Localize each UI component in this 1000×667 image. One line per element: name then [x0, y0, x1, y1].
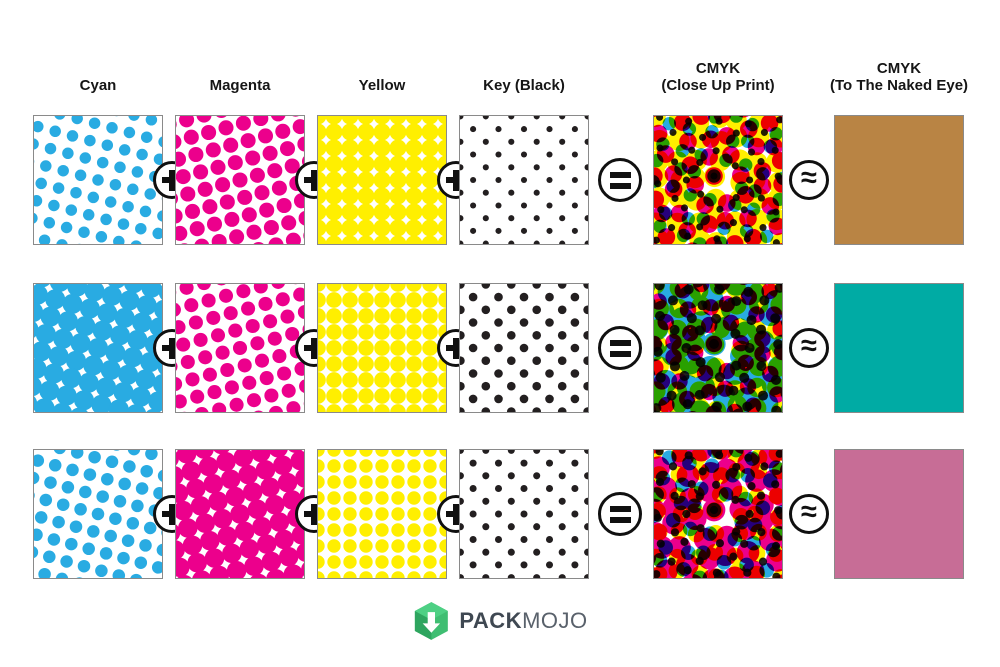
approx-icon: ≈ [789, 160, 829, 200]
cyan-halftone-swatch [33, 115, 163, 245]
packmojo-wordmark: PACKMOJO [459, 610, 587, 632]
equals-icon [598, 492, 642, 536]
logo-mojo-text: MOJO [522, 608, 588, 633]
packmojo-logo: PACKMOJO [412, 601, 587, 641]
header-cmyk-closeup-line2: (Close Up Print) [661, 77, 775, 94]
header-cmyk-closeup-line1: CMYK [695, 60, 741, 77]
approx-icon: ≈ [789, 328, 829, 368]
magenta-halftone-swatch [175, 449, 305, 579]
cmyk-naked-eye-swatch [834, 115, 964, 245]
cyan-halftone-swatch [33, 283, 163, 413]
cmyk-closeup-swatch [653, 449, 783, 579]
cmyk-naked-eye-swatch [834, 449, 964, 579]
key-black-halftone-swatch [459, 283, 589, 413]
key-black-halftone-swatch [459, 449, 589, 579]
header-cyan: Cyan [33, 54, 163, 94]
cyan-halftone-swatch [33, 449, 163, 579]
cmyk-closeup-swatch [653, 283, 783, 413]
header-yellow-label: Yellow [358, 77, 406, 94]
header-key-black-label: Key (Black) [483, 77, 565, 94]
magenta-halftone-swatch [175, 283, 305, 413]
header-cmyk-naked-eye-line1: CMYK [876, 60, 922, 77]
cmyk-closeup-swatch [653, 115, 783, 245]
magenta-halftone-swatch [175, 115, 305, 245]
approx-icon: ≈ [789, 494, 829, 534]
cmyk-naked-eye-swatch [834, 283, 964, 413]
header-cyan-label: Cyan [79, 77, 117, 94]
header-cmyk-naked-eye-line2: (To The Naked Eye) [829, 77, 969, 94]
header-magenta: Magenta [175, 54, 305, 94]
equals-icon [598, 326, 642, 370]
equals-icon [598, 158, 642, 202]
yellow-halftone-swatch [317, 115, 447, 245]
packmojo-box-icon [414, 602, 448, 640]
logo-pack-text: PACK [459, 608, 523, 633]
yellow-halftone-swatch [317, 449, 447, 579]
header-key-black: Key (Black) [459, 54, 589, 94]
header-magenta-label: Magenta [209, 77, 271, 94]
yellow-halftone-swatch [317, 283, 447, 413]
header-yellow: Yellow [317, 54, 447, 94]
header-cmyk-naked-eye: CMYK (To The Naked Eye) [809, 54, 989, 94]
header-cmyk-closeup: CMYK (Close Up Print) [628, 54, 808, 94]
key-black-halftone-swatch [459, 115, 589, 245]
